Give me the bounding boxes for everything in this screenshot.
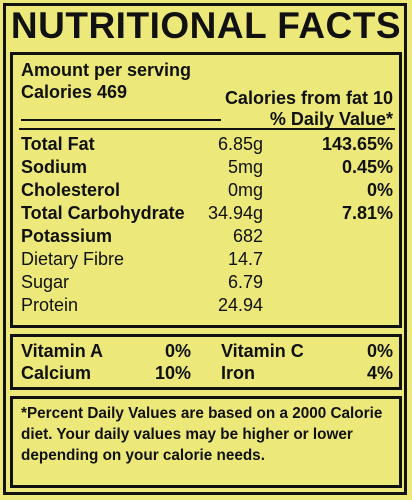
vitamin-daily-value: 0% — [366, 341, 393, 361]
amount-per-serving-label: Amount per serving — [21, 60, 192, 80]
thick-divider — [19, 128, 395, 130]
nutrient-daily-value: 7.81% — [341, 203, 393, 223]
nutrient-row: Protein 24.94 — [21, 295, 393, 317]
nutrient-amount: 0mg — [227, 180, 263, 200]
nutrient-daily-value: 0.45% — [341, 157, 393, 177]
vitamin-daily-value: 4% — [366, 363, 393, 383]
nutrient-row: Cholesterol 0mg 0% — [21, 180, 393, 202]
label-title: NUTRITIONAL FACTS — [10, 5, 402, 46]
nutrient-name: Protein — [21, 295, 79, 315]
daily-value-label: % Daily Value* — [269, 109, 393, 129]
nutrient-amount: 24.94 — [217, 295, 263, 315]
nutrient-amount: 6.85g — [217, 134, 263, 154]
nutrient-row: Sugar 6.79 — [21, 272, 393, 294]
vitamin-name: Iron — [221, 363, 255, 383]
nutrient-daily-value: 143.65% — [321, 134, 393, 154]
nutrient-amount: 34.94g — [207, 203, 263, 223]
nutrient-row: Sodium 5mg 0.45% — [21, 157, 393, 179]
nutrient-row: Total Fat 6.85g 143.65% — [21, 134, 393, 156]
nutrient-name: Sodium — [21, 157, 87, 177]
nutrition-label-frame — [3, 3, 407, 495]
vitamin-name: Calcium — [21, 363, 92, 383]
nutrient-row: Potassium 682 — [21, 226, 393, 248]
calories-from-fat-value: Calories from fat 10 — [224, 88, 393, 108]
vitamin-daily-value: 0% — [165, 341, 192, 361]
vitamin-daily-value: 10% — [155, 363, 192, 383]
nutrient-name: Dietary Fibre — [21, 249, 125, 269]
nutrient-name: Potassium — [21, 226, 113, 246]
vitamin-name: Vitamin C — [221, 341, 304, 361]
divider-line — [21, 119, 221, 121]
vitamin-name: Vitamin A — [21, 341, 104, 361]
nutrients-panel: Amount per serving Calories 469 Calories… — [10, 52, 402, 328]
daily-values-footnote: *Percent Daily Values are based on a 200… — [21, 405, 383, 464]
vitamins-panel: Vitamin A 0% Vitamin C 0% Calcium 10% Ir… — [10, 334, 402, 390]
nutrient-amount: 14.7 — [227, 249, 263, 269]
nutrient-daily-value: 0% — [366, 180, 393, 200]
footnote-panel: *Percent Daily Values are based on a 200… — [10, 396, 402, 488]
nutrient-name: Cholesterol — [21, 180, 121, 200]
nutrient-amount: 5mg — [227, 157, 263, 177]
nutrient-amount: 6.79 — [227, 272, 263, 292]
daily-value-header: % Daily Value* — [21, 109, 393, 129]
nutrient-name: Sugar — [21, 272, 70, 292]
calories-value: Calories 469 — [21, 82, 128, 102]
nutrient-name: Total Fat — [21, 134, 95, 154]
nutrient-name: Total Carbohydrate — [21, 203, 185, 223]
nutrient-row: Dietary Fibre 14.7 — [21, 249, 393, 271]
nutrient-amount: 682 — [232, 226, 263, 246]
nutrient-row: Total Carbohydrate 34.94g 7.81% — [21, 203, 393, 225]
